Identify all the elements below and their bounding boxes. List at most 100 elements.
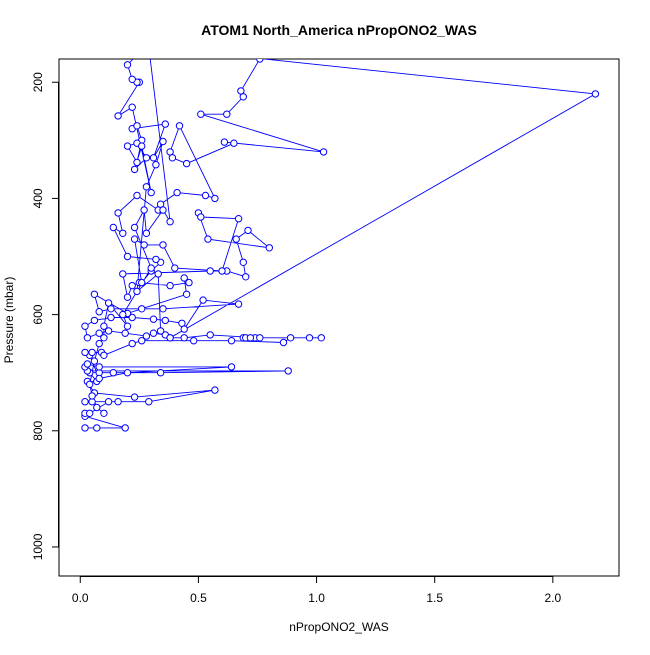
data-point	[107, 313, 115, 322]
data-point	[81, 398, 89, 406]
data-point	[133, 158, 141, 167]
data-point	[95, 329, 103, 337]
data-point	[100, 322, 108, 330]
data-point	[128, 103, 136, 111]
data-point	[149, 329, 158, 337]
x-axis: 0.0 0.5 1.0 1.5 2.0	[72, 576, 562, 605]
data-point	[128, 313, 136, 322]
data-point	[146, 44, 152, 50]
data-point	[173, 188, 181, 197]
data-point	[197, 110, 205, 118]
data-point	[159, 305, 167, 313]
data-point	[133, 191, 141, 200]
data-point	[230, 139, 238, 147]
data-point	[211, 386, 219, 394]
data-point	[138, 142, 146, 150]
data-point	[279, 338, 288, 347]
y-tick-label: 200	[31, 72, 45, 92]
y-axis: 200 400 600 800 1000	[31, 72, 59, 560]
data-point	[149, 154, 158, 162]
data-point	[234, 300, 243, 308]
y-axis-label: Pressure (mbar)	[2, 277, 16, 364]
data-point	[206, 267, 214, 275]
data-point	[140, 241, 148, 249]
data-point	[130, 393, 139, 401]
data-point	[133, 287, 141, 296]
data-point	[100, 334, 108, 342]
data-point	[86, 409, 94, 417]
plot-frame	[58, 58, 620, 577]
data-point	[154, 270, 162, 278]
data-point	[152, 161, 160, 169]
data-point	[220, 138, 229, 146]
data-point	[182, 290, 191, 298]
data-point	[159, 137, 167, 146]
data-point	[182, 159, 191, 168]
y-tick-label: 400	[31, 188, 45, 208]
data-point	[256, 334, 264, 342]
data-point	[81, 348, 89, 357]
data-point	[114, 209, 122, 217]
data-point	[317, 334, 325, 342]
data-point	[114, 398, 122, 406]
data-point	[123, 142, 132, 150]
data-point	[204, 235, 212, 243]
y-tick-label: 800	[31, 420, 45, 440]
data-point	[223, 110, 231, 118]
x-tick-label: 1.5	[426, 591, 443, 605]
data-point	[168, 154, 177, 162]
data-point	[591, 90, 600, 98]
data-point	[95, 339, 103, 348]
data-point	[133, 122, 141, 130]
data-point	[244, 226, 252, 235]
data-point	[142, 229, 151, 238]
data-point	[159, 241, 167, 249]
data-point	[239, 258, 248, 266]
data-point	[190, 337, 198, 345]
data-point	[180, 274, 188, 282]
data-point	[199, 296, 207, 304]
y-tick-label: 1000	[31, 533, 45, 560]
data-point	[227, 337, 236, 345]
data-point	[237, 87, 245, 95]
data-point	[119, 310, 127, 319]
data-point	[166, 334, 174, 342]
data-point	[95, 308, 103, 316]
data-point	[123, 61, 132, 69]
data-point	[140, 206, 148, 214]
x-tick-label: 2.0	[544, 591, 561, 605]
data-point	[128, 281, 136, 290]
data-point	[100, 409, 108, 417]
data-point	[104, 398, 113, 406]
data-point	[104, 327, 113, 335]
data-point	[147, 188, 155, 197]
data-point	[128, 339, 136, 348]
x-tick-label: 1.0	[308, 591, 325, 605]
data-point	[123, 322, 132, 330]
data-point	[284, 367, 292, 375]
data-point	[145, 398, 153, 406]
data-point	[119, 270, 127, 278]
data-point	[109, 223, 118, 232]
data-point	[246, 334, 255, 342]
data-point	[232, 235, 240, 243]
data-point	[180, 334, 188, 342]
data-point	[138, 278, 146, 287]
chart-title: ATOM1 North_America nPropONO2_WAS	[201, 22, 477, 38]
data-point	[201, 191, 210, 200]
data-point	[130, 235, 139, 243]
data-point	[206, 331, 214, 339]
data-point	[152, 255, 160, 264]
data-point	[83, 360, 92, 368]
data-point	[128, 75, 136, 84]
data-point	[141, 44, 147, 50]
data-point	[90, 357, 99, 365]
data-point	[149, 315, 158, 323]
data-point	[83, 334, 92, 342]
x-tick-label: 0.0	[72, 591, 89, 605]
plot-area	[81, 44, 600, 432]
data-point	[95, 363, 103, 371]
data-point	[211, 194, 219, 203]
data-point	[161, 120, 170, 128]
data-point	[234, 215, 243, 223]
